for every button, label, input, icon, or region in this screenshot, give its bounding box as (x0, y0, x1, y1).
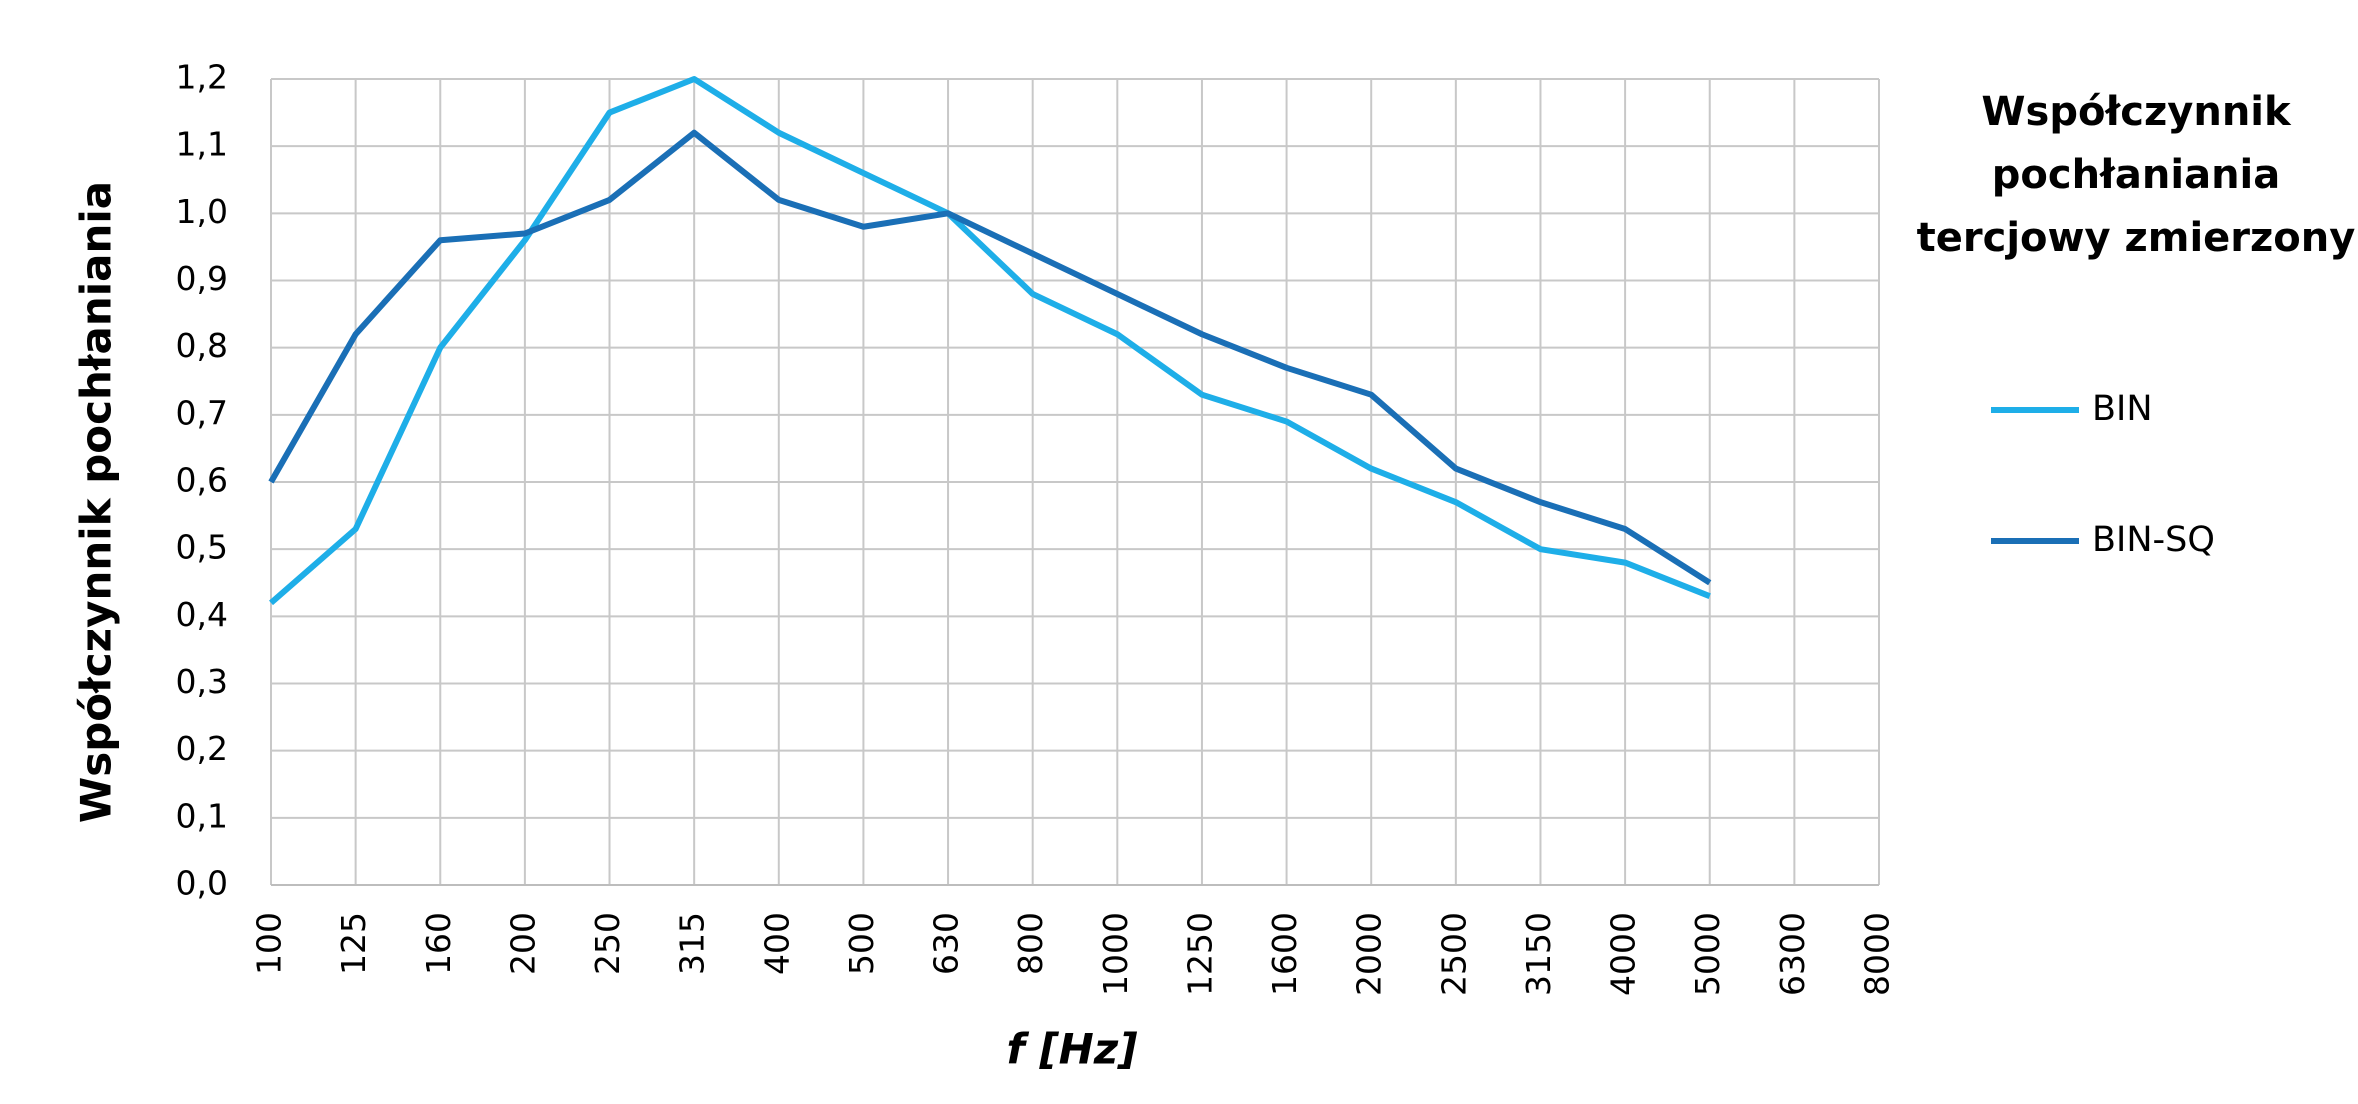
x-tick-label: 6300 (1773, 912, 1812, 996)
x-tick-label: 400 (757, 912, 796, 975)
y-tick-label: 0,8 (176, 326, 228, 365)
legend-label: BIN-SQ (2092, 520, 2215, 560)
x-tick-label: 160 (419, 912, 458, 975)
y-tick-label: 0,6 (176, 461, 228, 500)
x-tick-label: 2000 (1350, 912, 1389, 996)
x-tick-label: 250 (588, 912, 627, 975)
x-tick-label: 3150 (1519, 912, 1558, 996)
y-tick-label: 1,0 (176, 192, 228, 231)
y-tick-label: 1,1 (176, 125, 228, 164)
series-line (268, 129, 1712, 586)
y-tick-label: 0,0 (176, 864, 228, 903)
y-tick-label: 1,2 (176, 58, 228, 97)
x-tick-label: 630 (927, 912, 966, 975)
x-tick-label: 1000 (1096, 912, 1135, 996)
y-tick-label: 0,2 (176, 729, 228, 768)
x-tick-label: 8000 (1858, 912, 1897, 996)
legend-title: tercjowy zmierzony (1917, 215, 2356, 261)
x-tick-label: 100 (250, 912, 289, 975)
legend-label: BIN (2092, 389, 2153, 429)
x-tick-label: 200 (503, 912, 542, 975)
x-tick-label: 5000 (1688, 912, 1727, 996)
legend-title: Współczynnik (1981, 89, 2292, 135)
x-tick-label: 315 (673, 912, 712, 975)
legend-title: pochłaniania (1992, 152, 2281, 198)
y-axis-title: Współczynnik pochłaniania (72, 181, 121, 823)
series-line (269, 76, 1711, 606)
x-tick-label: 800 (1011, 912, 1050, 975)
y-tick-label: 0,7 (176, 393, 228, 432)
x-tick-label: 500 (842, 912, 881, 975)
y-tick-label: 0,4 (176, 595, 228, 634)
x-tick-label: 125 (334, 912, 373, 975)
y-tick-label: 0,9 (176, 259, 228, 298)
x-tick-label: 2500 (1434, 912, 1473, 996)
x-axis-title: f [Hz] (1007, 1025, 1138, 1074)
x-tick-label: 4000 (1604, 912, 1643, 996)
y-tick-label: 0,5 (176, 528, 228, 567)
y-tick-label: 0,1 (176, 796, 228, 835)
y-tick-label: 0,3 (176, 662, 228, 701)
x-tick-label: 1600 (1265, 912, 1304, 996)
x-tick-label: 1250 (1180, 912, 1219, 996)
